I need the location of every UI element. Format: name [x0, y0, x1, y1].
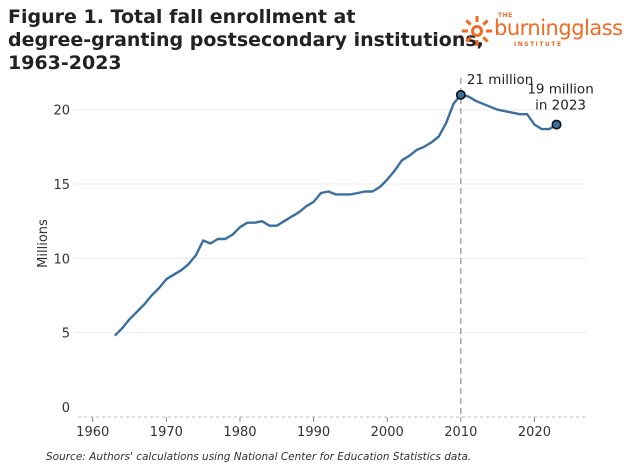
annotation-2023-line-1: 19 million	[527, 82, 593, 98]
point-2023	[551, 119, 562, 130]
y-tick-label-0: 0	[62, 401, 70, 416]
y-tick-label-20: 20	[53, 104, 70, 119]
sun-logo-icon	[462, 16, 492, 46]
burning-glass-logo: THE burningglass INSTITUTE	[460, 12, 630, 52]
title-line-1: Figure 1. Total fall enrollment at	[8, 6, 356, 28]
x-tick-label-1990: 1990	[297, 425, 330, 440]
source-note: Source: Authors' calculations using Nati…	[46, 451, 472, 463]
title-line-3: 1963-2023	[8, 52, 122, 74]
y-axis-label: Millions	[36, 219, 51, 268]
enrollment-series-line	[113, 93, 558, 337]
x-tick-label-1960: 1960	[76, 425, 109, 440]
x-tick-label-2020: 2020	[518, 425, 551, 440]
logo-small-text: THE	[498, 12, 513, 19]
x-tick-label-2010: 2010	[444, 425, 477, 440]
x-tick-label-1980: 1980	[223, 425, 256, 440]
title-line-2: degree-granting postsecondary institutio…	[8, 29, 484, 51]
chart-title: Figure 1. Total fall enrollment at degre…	[8, 6, 484, 75]
enrollment-line-chart: 0 5 10 15 20 1960 1970 1980 1990 2000 2010 2020 Mill…	[36, 72, 594, 440]
x-tick-label-1970: 1970	[150, 425, 183, 440]
y-tick-label-10: 10	[53, 252, 70, 267]
point-2010	[455, 89, 466, 100]
annotation-2023-line-2: in 2023	[535, 98, 586, 114]
x-tick-label-2000: 2000	[371, 425, 404, 440]
logo-main-text: burningglass	[494, 16, 623, 40]
y-tick-label-5: 5	[62, 327, 70, 342]
y-tick-label-15: 15	[53, 178, 70, 193]
logo-sub-text: INSTITUTE	[514, 41, 563, 48]
annotation-2010: 21 million	[467, 72, 533, 88]
